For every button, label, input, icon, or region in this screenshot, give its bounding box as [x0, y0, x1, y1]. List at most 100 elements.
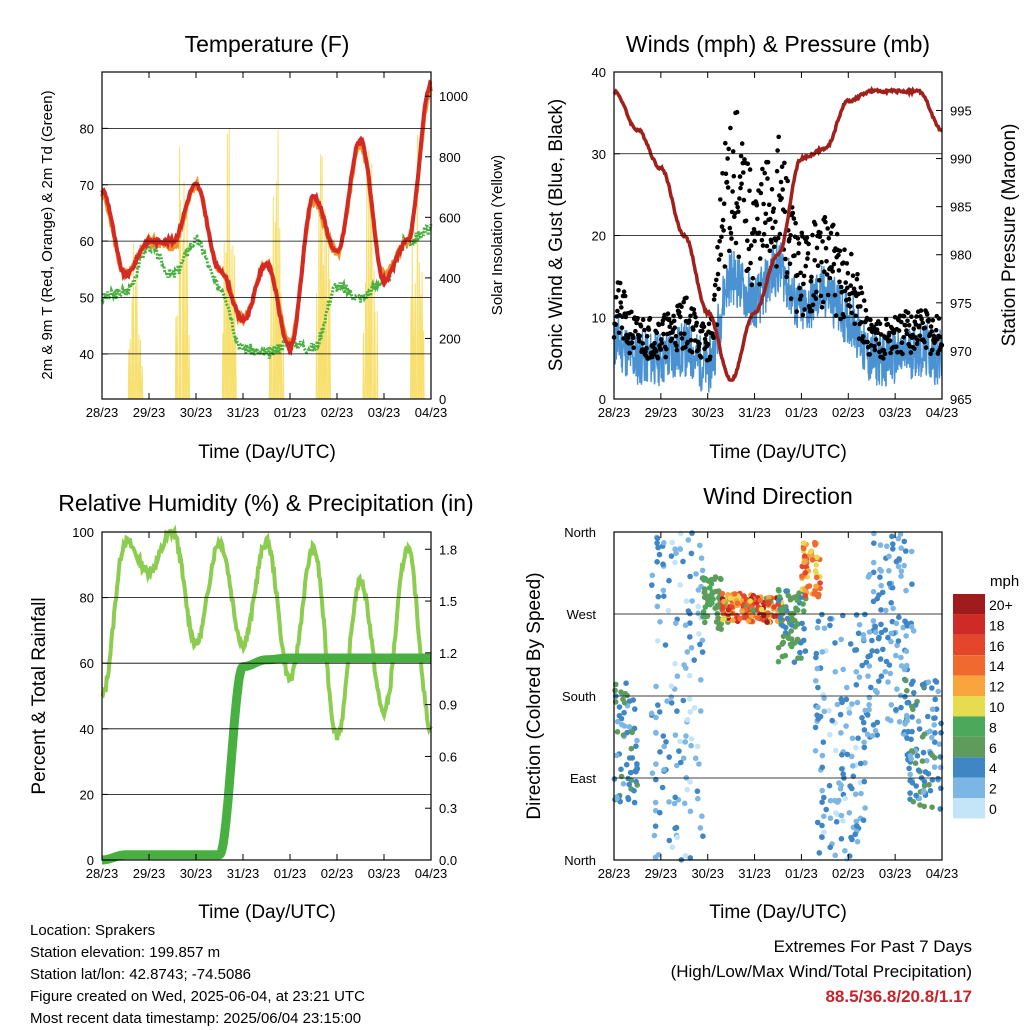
direction-point — [656, 709, 663, 715]
gust-point — [852, 321, 857, 327]
direction-point — [935, 688, 941, 695]
gust-point — [663, 354, 668, 360]
direction-point — [777, 614, 784, 621]
gust-point — [633, 328, 638, 334]
direction-point — [866, 702, 872, 708]
direction-point — [852, 647, 858, 653]
humidity-xlabel: Time (Day/UTC) — [198, 902, 336, 923]
direction-point — [931, 764, 938, 770]
direction-point — [888, 638, 894, 645]
direction-point — [869, 648, 875, 654]
direction-point — [847, 641, 854, 647]
direction-point — [869, 637, 875, 644]
direction-point — [655, 638, 661, 644]
direction-point — [885, 634, 891, 641]
gust-point — [782, 160, 787, 166]
y2-tick-label: 985 — [950, 200, 972, 215]
direction-point — [819, 787, 825, 794]
gust-point — [748, 260, 753, 266]
direction-point — [938, 730, 944, 736]
direction-point — [691, 657, 697, 663]
direction-point — [687, 709, 694, 715]
direction-point — [717, 575, 724, 582]
gust-point — [822, 215, 828, 220]
y2-tick-label: 800 — [439, 150, 461, 165]
gust-point — [900, 351, 905, 357]
gust-point — [719, 224, 725, 229]
gust-point — [758, 190, 764, 196]
direction-point — [844, 684, 850, 691]
gust-point — [773, 219, 778, 225]
gust-point — [616, 288, 621, 293]
direction-point — [663, 739, 669, 745]
direction-point — [677, 582, 683, 588]
direction-point — [910, 798, 917, 805]
direction-point — [878, 568, 884, 574]
direction-point — [903, 633, 909, 639]
gust-point — [715, 271, 721, 277]
gust-point — [822, 269, 827, 275]
direction-point — [893, 558, 900, 565]
direction-point — [698, 555, 705, 561]
gust-point — [760, 243, 766, 248]
direction-point — [655, 593, 662, 600]
direction-point — [697, 825, 704, 831]
gust-point — [828, 230, 834, 236]
direction-point — [725, 607, 732, 613]
direction-point — [915, 718, 922, 725]
direction-point — [672, 660, 678, 667]
direction-point — [688, 550, 695, 557]
direction-point — [628, 745, 635, 752]
direction-point — [909, 703, 915, 710]
direction-point — [898, 704, 904, 711]
gust-point — [842, 247, 847, 252]
gust-point — [911, 326, 916, 332]
x-tick-label: 28/23 — [86, 866, 119, 881]
gust-point — [833, 313, 839, 318]
gust-point — [734, 201, 739, 206]
gust-point — [727, 225, 733, 231]
y-tick-label: 40 — [80, 347, 94, 362]
direction-point — [878, 607, 884, 613]
direction-point — [692, 755, 699, 762]
gust-point — [787, 236, 792, 242]
gust-point — [696, 347, 701, 353]
gust-point — [899, 340, 905, 346]
direction-point — [852, 831, 858, 838]
direction-point — [832, 669, 839, 675]
direction-point — [877, 542, 884, 548]
gust-point — [868, 317, 873, 323]
direction-point — [689, 598, 695, 604]
direction-point — [898, 654, 904, 661]
legend-label: 12 — [989, 679, 1005, 695]
direction-point — [695, 610, 702, 617]
direction-point — [827, 797, 834, 804]
direction-point — [840, 818, 846, 824]
direction-point — [715, 615, 721, 621]
direction-point — [904, 735, 910, 741]
gust-point — [843, 280, 848, 285]
direction-point — [900, 624, 906, 631]
station-info: Location: Sprakers Station elevation: 19… — [30, 920, 365, 1030]
direction-point — [887, 670, 894, 677]
direction-point — [661, 540, 667, 546]
gust-point — [787, 261, 793, 267]
direction-point — [889, 584, 896, 591]
direction-point — [721, 598, 727, 605]
direction-point — [813, 583, 819, 590]
gust-point — [736, 209, 741, 214]
gust-point — [711, 297, 717, 302]
direction-point — [920, 749, 927, 756]
direction-point — [817, 713, 824, 720]
gust-point — [627, 350, 632, 356]
gust-point — [846, 296, 852, 302]
direction-point — [903, 712, 910, 719]
gust-point — [836, 268, 842, 273]
gust-point — [743, 218, 749, 224]
gust-point — [705, 341, 711, 347]
direction-point — [861, 744, 868, 751]
direction-point — [678, 759, 684, 766]
gust-point — [877, 321, 883, 327]
gust-point — [737, 174, 743, 179]
gust-point — [878, 332, 884, 337]
